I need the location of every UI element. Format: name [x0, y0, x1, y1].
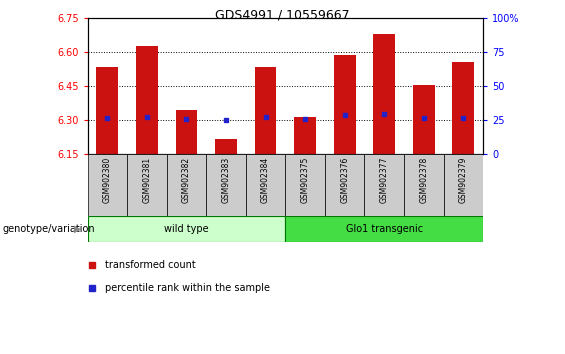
Text: transformed count: transformed count [105, 259, 196, 270]
Bar [246, 154, 285, 216]
Bar [88, 154, 127, 216]
Bar [206, 154, 246, 216]
Bar [325, 154, 364, 216]
Text: GSM902377: GSM902377 [380, 157, 389, 204]
Bar [215, 139, 237, 154]
Bar [97, 67, 118, 154]
Text: genotype/variation: genotype/variation [3, 224, 95, 234]
Text: GSM902381: GSM902381 [142, 157, 151, 203]
Bar [334, 55, 355, 154]
Text: GSM902382: GSM902382 [182, 157, 191, 203]
Bar [404, 154, 444, 216]
Text: GSM902375: GSM902375 [301, 157, 310, 204]
Bar [255, 67, 276, 154]
Bar [285, 216, 483, 242]
Bar [453, 62, 474, 154]
Text: GSM902378: GSM902378 [419, 157, 428, 203]
Bar [373, 34, 395, 154]
Bar [136, 46, 158, 154]
Text: GDS4991 / 10559667: GDS4991 / 10559667 [215, 9, 350, 22]
Text: Glo1 transgenic: Glo1 transgenic [346, 224, 423, 234]
Text: percentile rank within the sample: percentile rank within the sample [105, 282, 271, 293]
Text: GSM902383: GSM902383 [221, 157, 231, 203]
Text: ▶: ▶ [75, 224, 82, 234]
Text: GSM902380: GSM902380 [103, 157, 112, 203]
Text: GSM902376: GSM902376 [340, 157, 349, 204]
Bar [294, 116, 316, 154]
Bar [364, 154, 404, 216]
Bar [285, 154, 325, 216]
Text: GSM902384: GSM902384 [261, 157, 270, 203]
Bar [127, 154, 167, 216]
Text: GSM902379: GSM902379 [459, 157, 468, 204]
Bar [88, 216, 285, 242]
Bar [167, 154, 206, 216]
Bar [176, 110, 197, 154]
Bar [444, 154, 483, 216]
Bar [413, 85, 434, 154]
Text: wild type: wild type [164, 224, 208, 234]
